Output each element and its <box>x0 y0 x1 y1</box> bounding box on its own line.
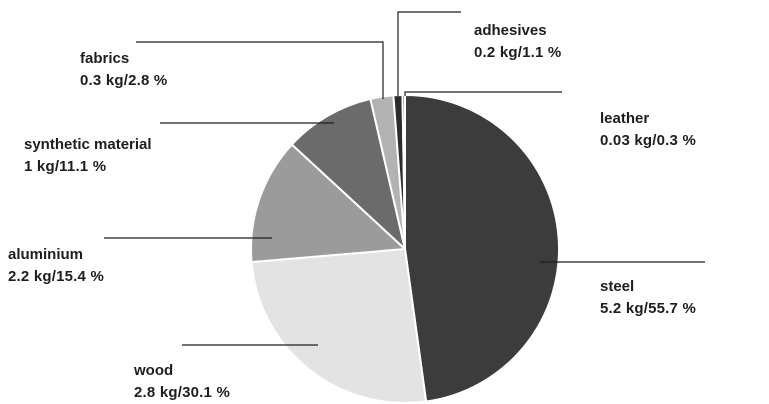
slice-steel <box>404 94 560 403</box>
label-synthetic-material-name: synthetic material <box>24 136 152 153</box>
slice-wood <box>250 248 428 403</box>
leader-fabrics <box>136 41 384 99</box>
label-aluminium-name: aluminium <box>8 246 84 263</box>
label-fabrics-value: 0.3 kg/2.8 % <box>80 72 168 89</box>
label-adhesives-value: 0.2 kg/1.1 % <box>474 44 562 61</box>
label-synthetic-material: synthetic material 1 kg/11.1 % <box>24 134 152 178</box>
label-wood-value: 2.8 kg/30.1 % <box>134 384 230 401</box>
label-steel-name: steel <box>600 278 635 295</box>
label-adhesives-name: adhesives <box>474 22 547 39</box>
slice-synthetic-material <box>290 97 406 250</box>
label-leather-value: 0.03 kg/0.3 % <box>600 132 696 149</box>
label-adhesives: adhesives 0.2 kg/1.1 % <box>474 20 561 64</box>
label-steel-value: 5.2 kg/55.7 % <box>600 300 696 317</box>
label-leather-name: leather <box>600 110 650 127</box>
leader-leather <box>404 91 562 96</box>
leader-lines <box>104 11 705 346</box>
label-wood-name: wood <box>134 362 174 379</box>
label-fabrics: fabrics 0.3 kg/2.8 % <box>80 48 167 92</box>
label-wood: wood 2.8 kg/30.1 % <box>134 360 230 404</box>
pie-slices <box>250 93 560 403</box>
label-synthetic-material-value: 1 kg/11.1 % <box>24 158 107 175</box>
label-aluminium: aluminium 2.2 kg/15.4 % <box>8 244 104 288</box>
label-steel: steel 5.2 kg/55.7 % <box>600 276 696 320</box>
slice-aluminium <box>250 143 406 264</box>
leader-adhesives <box>397 11 461 96</box>
label-fabrics-name: fabrics <box>80 50 130 67</box>
label-aluminium-value: 2.2 kg/15.4 % <box>8 268 104 285</box>
label-leather: leather 0.03 kg/0.3 % <box>600 108 696 152</box>
